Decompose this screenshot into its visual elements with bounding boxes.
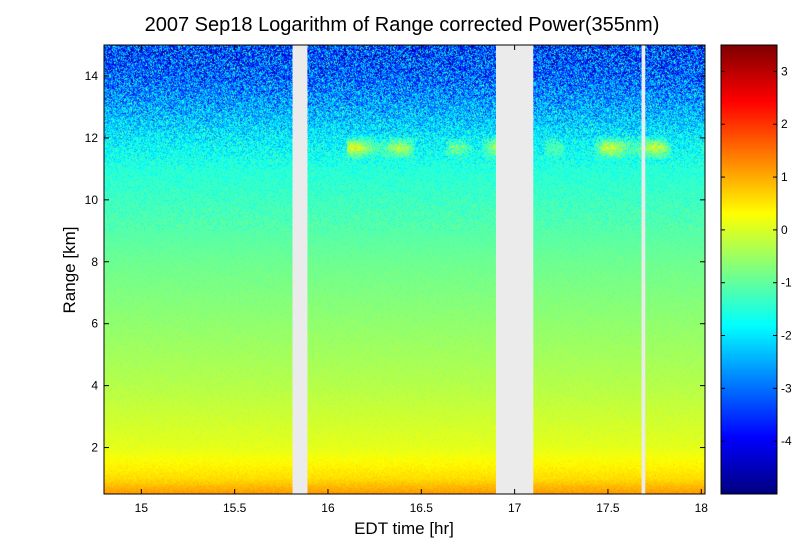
y-tick-label: 4 bbox=[91, 379, 98, 393]
y-tick-label: 14 bbox=[85, 69, 99, 83]
y-tick-label: 2 bbox=[91, 441, 98, 455]
colorbar-tick-label: 1 bbox=[781, 170, 788, 184]
colorbar-gradient bbox=[721, 45, 777, 494]
colorbar-tick-label: -4 bbox=[781, 434, 792, 448]
data-gaps bbox=[292, 45, 646, 494]
colorbar-tick-label: -1 bbox=[781, 276, 792, 290]
y-tick-label: 10 bbox=[85, 193, 99, 207]
x-tick-label: 15.5 bbox=[223, 501, 247, 515]
x-tick-label: 16 bbox=[321, 501, 335, 515]
y-axis-ticks: 2 4 6 8 10 12 14 bbox=[85, 69, 705, 455]
colorbar-frame bbox=[720, 44, 778, 495]
x-axis-ticks: 15 15.5 16 16.5 17 17.5 18 bbox=[135, 45, 709, 515]
x-tick-label: 18 bbox=[695, 501, 709, 515]
data-gap bbox=[641, 45, 646, 494]
y-tick-label: 8 bbox=[91, 255, 98, 269]
x-tick-label: 17 bbox=[508, 501, 522, 515]
chart-title: 2007 Sep18 Logarithm of Range corrected … bbox=[145, 14, 660, 36]
colorbar-tick-label: 0 bbox=[781, 223, 788, 237]
data-gap bbox=[292, 45, 308, 494]
colorbar-tick-label: 2 bbox=[781, 117, 788, 131]
heatmap-image bbox=[104, 45, 705, 494]
colorbar-tick-label: 3 bbox=[781, 64, 788, 78]
x-tick-label: 15 bbox=[135, 501, 149, 515]
plot-frame bbox=[103, 44, 706, 495]
y-tick-label: 12 bbox=[85, 131, 99, 145]
x-tick-label: 16.5 bbox=[410, 501, 434, 515]
y-axis-label: Range [km] bbox=[60, 227, 79, 314]
x-axis-label: EDT time [hr] bbox=[354, 519, 454, 538]
x-tick-label: 17.5 bbox=[596, 501, 620, 515]
colorbar-tick-label: -2 bbox=[781, 329, 792, 343]
y-tick-label: 6 bbox=[91, 317, 98, 331]
colorbar: 3 2 1 0 -1 -2 -3 -4 bbox=[720, 44, 792, 495]
plot-area: 15 15.5 16 16.5 17 17.5 18 2 4 6 8 10 12 14 bbox=[85, 44, 709, 515]
data-gap bbox=[495, 45, 534, 494]
colorbar-tick-label: -3 bbox=[781, 381, 792, 395]
colorbar-ticks: 3 2 1 0 -1 -2 -3 -4 bbox=[721, 64, 792, 448]
